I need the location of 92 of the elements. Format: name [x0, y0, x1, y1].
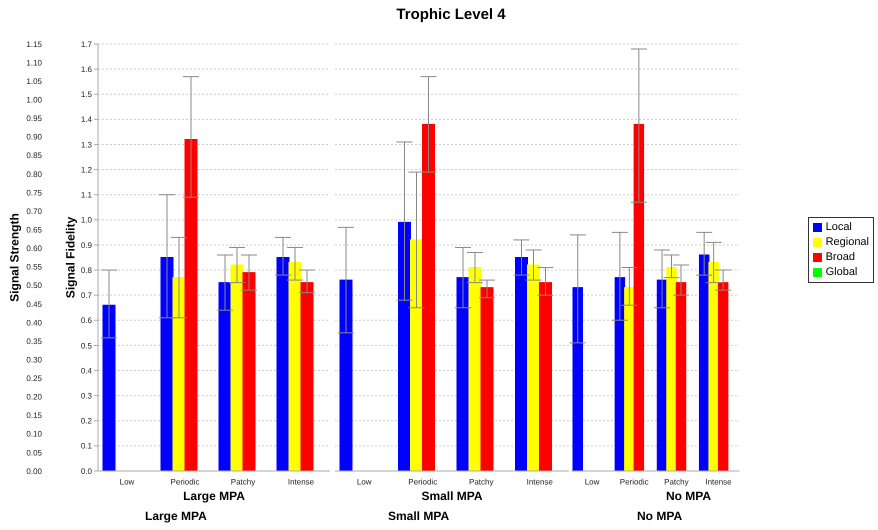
x-tick-label: Periodic: [408, 478, 438, 487]
bar: [666, 267, 677, 471]
bar: [468, 267, 482, 471]
y-tick-label: 0.5: [80, 341, 93, 350]
y2-tick-label: 0.75: [26, 188, 43, 198]
y2-tick-label: 0.95: [26, 114, 43, 124]
x-tick-label: Patchy: [664, 478, 689, 487]
bar: [300, 282, 314, 471]
y2-axis-title: Signal Strength: [7, 213, 22, 302]
y2-tick-label: 1.00: [26, 96, 43, 105]
y2-tick-label: 0.60: [26, 244, 43, 254]
y2-tick-label: 0.65: [26, 225, 43, 234]
bar: [184, 138, 198, 471]
x-tick-label: Intense: [705, 478, 732, 487]
y2-tick-label: 0.45: [26, 300, 43, 309]
y2-tick-label: 0.35: [26, 336, 43, 346]
y2-tick-label: 0.55: [26, 262, 43, 272]
bar: [422, 124, 435, 471]
y-tick-label: 0.0: [80, 466, 93, 476]
y2-tick-label: 0.25: [26, 374, 43, 384]
bar: [398, 222, 411, 471]
y-tick-label: 1.7: [80, 40, 93, 49]
x-tick-label: Patchy: [469, 478, 494, 487]
bar: [172, 277, 186, 471]
y2-tick-label: 0.50: [26, 281, 43, 290]
y2-tick-label: 0.90: [26, 132, 43, 142]
y2-tick-label: 0.00: [26, 466, 43, 476]
bar: [160, 257, 174, 471]
bar: [718, 282, 728, 471]
bar: [230, 264, 244, 471]
x-axis-title: Small MPA: [420, 489, 484, 503]
x-tick-label: Intense: [526, 478, 554, 487]
legend-label: Local: [824, 220, 853, 235]
y2-tick-label: 1.15: [26, 40, 43, 49]
y-tick-label: 1.1: [80, 190, 93, 200]
y-tick-label: 1.0: [80, 216, 93, 225]
bar: [480, 287, 494, 471]
y2-tick-label: 0.40: [26, 318, 43, 328]
y2-tick-label: 0.80: [26, 170, 43, 179]
y2-tick-label: 0.70: [26, 206, 43, 216]
chart-title: Trophic Level 4: [395, 6, 507, 23]
x-axis-title: Large MPA: [182, 489, 246, 503]
x-tick-label: Patchy: [230, 478, 256, 487]
y-tick-label: 1.3: [80, 140, 93, 150]
x-tick-label: Low: [120, 478, 135, 487]
y-tick-label: 0.9: [80, 240, 93, 250]
y2-tick-label: 0.30: [26, 355, 43, 364]
bar: [288, 262, 302, 471]
y-tick-label: 0.3: [80, 391, 93, 400]
y2-tick-label: 1.05: [26, 76, 43, 86]
y-tick-label: 1.4: [80, 115, 93, 124]
text: No MPA: [637, 509, 682, 523]
y2-tick-label: 0.10: [26, 430, 43, 439]
x-tick-label: Periodic: [170, 478, 200, 487]
legend-label: Global: [824, 265, 858, 280]
bar: [634, 124, 644, 471]
bar: [340, 280, 352, 471]
bar: [708, 262, 719, 471]
y-tick-label: 1.5: [80, 90, 93, 100]
y-tick-label: 0.7: [80, 291, 93, 300]
x-tick-label: Low: [584, 478, 600, 487]
y-tick-label: 0.2: [80, 416, 93, 426]
x-tick-label: Intense: [288, 478, 315, 487]
bar: [276, 257, 290, 471]
y2-tick-label: 1.10: [26, 58, 43, 68]
legend-label: Broad: [824, 250, 856, 265]
legend-label: Regional: [824, 235, 869, 250]
y-tick-label: 0.8: [80, 266, 93, 275]
text: Small MPA: [388, 509, 450, 523]
bar: [572, 287, 583, 471]
y-tick-label: 0.1: [80, 442, 93, 451]
y2-tick-label: 0.05: [26, 448, 43, 458]
x-tick-label: Periodic: [620, 478, 649, 487]
bar: [515, 257, 528, 471]
bar: [539, 282, 552, 471]
y-tick-label: 1.2: [80, 165, 93, 174]
x-axis-title: No MPA: [664, 489, 712, 503]
y-tick-label: 0.6: [80, 316, 93, 326]
text: Large MPA: [145, 509, 207, 523]
y2-tick-label: 0.15: [26, 411, 43, 420]
bar: [676, 282, 686, 471]
bar: [218, 282, 232, 471]
y-tick-label: 1.6: [80, 64, 93, 74]
y-tick-label: 0.4: [80, 366, 93, 376]
bar: [242, 272, 256, 471]
bar: [456, 277, 470, 471]
x-tick-label: Low: [356, 478, 372, 487]
y2-tick-label: 0.85: [26, 151, 43, 160]
y2-tick-label: 0.20: [26, 392, 43, 402]
y-axis-title: Signal Fidelity: [63, 216, 78, 298]
bar: [102, 304, 116, 471]
bar: [527, 264, 540, 471]
